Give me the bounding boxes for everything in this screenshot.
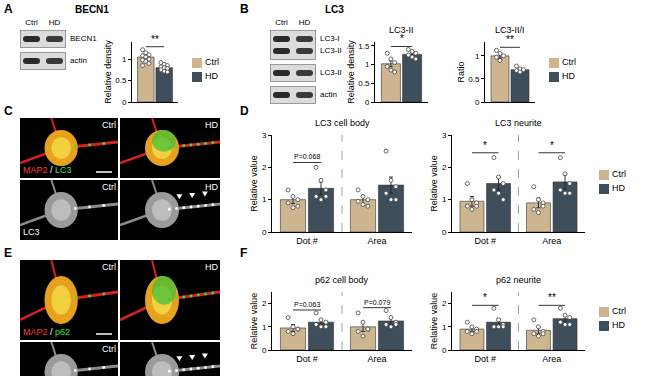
html-text:E: E <box>4 246 12 260</box>
html-text:F: F <box>240 246 248 260</box>
svg-text:LC3 neurite: LC3 neurite <box>495 118 542 128</box>
html-text:C: C <box>4 104 13 118</box>
svg-text:0: 0 <box>442 346 447 355</box>
svg-text:LC3-II: LC3-II <box>389 25 414 35</box>
svg-text:**: ** <box>548 292 556 303</box>
svg-text:Relative value: Relative value <box>249 155 259 212</box>
svg-text:3: 3 <box>262 131 267 140</box>
svg-text:Area: Area <box>542 354 561 364</box>
svg-text:**: ** <box>151 34 159 45</box>
svg-text:3: 3 <box>442 131 447 140</box>
svg-text:2: 2 <box>442 299 447 308</box>
html-text:BECN1: BECN1 <box>75 4 109 15</box>
svg-text:0: 0 <box>365 98 370 107</box>
svg-text:0.5: 0.5 <box>468 75 480 84</box>
html-text:Ctrl: Ctrl <box>102 344 116 354</box>
html-text:B: B <box>240 2 249 16</box>
svg-text:*: * <box>550 140 554 151</box>
svg-text:Dot #: Dot # <box>474 354 496 364</box>
html-text:HD: HD <box>298 18 311 27</box>
svg-text:Relative density: Relative density <box>103 40 113 104</box>
svg-text:2: 2 <box>262 299 267 308</box>
html-text:Ctrl: Ctrl <box>205 57 219 67</box>
html-text:LC3-I: LC3-I <box>320 34 340 43</box>
html-text:actin: actin <box>70 56 87 65</box>
svg-text:*: * <box>483 140 487 151</box>
html-text:Ctrl: Ctrl <box>612 306 626 316</box>
html-text:HD: HD <box>562 71 575 81</box>
html-text:MAP2 / p62: MAP2 / p62 <box>23 327 71 337</box>
html-text:Ctrl: Ctrl <box>102 120 116 130</box>
html-text:HD: HD <box>205 71 218 81</box>
html-text:actin: actin <box>320 90 337 99</box>
svg-text:Relative value: Relative value <box>429 293 439 350</box>
svg-text:0: 0 <box>122 98 127 107</box>
html-text:LC3: LC3 <box>325 4 344 15</box>
svg-text:LC3 cell body: LC3 cell body <box>315 118 370 128</box>
html-text:HD: HD <box>48 18 61 27</box>
html-text:LC3-II: LC3-II <box>320 46 342 55</box>
html-text:HD: HD <box>205 120 218 130</box>
svg-text:1: 1 <box>262 323 267 332</box>
svg-text:0: 0 <box>442 228 447 237</box>
svg-text:*: * <box>483 292 487 303</box>
html-text:LC3: LC3 <box>23 227 40 237</box>
svg-text:Ratio: Ratio <box>456 61 466 82</box>
svg-text:Relative value: Relative value <box>429 155 439 212</box>
html-text:A: A <box>4 2 13 16</box>
svg-text:0.5: 0.5 <box>358 79 370 88</box>
svg-text:1: 1 <box>442 323 447 332</box>
html-text:Ctrl: Ctrl <box>275 18 288 27</box>
svg-text:0.5: 0.5 <box>115 76 127 85</box>
svg-text:Dot #: Dot # <box>296 354 318 364</box>
svg-text:1: 1 <box>442 195 447 204</box>
svg-text:1.5: 1.5 <box>358 42 370 51</box>
html-text:MAP2 / LC3: MAP2 / LC3 <box>23 165 72 175</box>
html-text:HD: HD <box>612 320 625 330</box>
svg-text:1: 1 <box>262 195 267 204</box>
html-text:HD: HD <box>205 182 218 192</box>
svg-text:LC3-II/I: LC3-II/I <box>495 25 525 35</box>
svg-text:p62 neurite: p62 neurite <box>496 275 541 285</box>
svg-text:0: 0 <box>262 228 267 237</box>
svg-text:0: 0 <box>262 346 267 355</box>
svg-text:1: 1 <box>475 52 480 61</box>
html-text:LC3-II: LC3-II <box>320 68 342 77</box>
svg-text:Area: Area <box>367 354 386 364</box>
html-text:Ctrl: Ctrl <box>612 168 626 179</box>
svg-text:P=0.063: P=0.063 <box>294 301 320 308</box>
html-text:BECN1: BECN1 <box>70 34 97 43</box>
html-text:Ctrl: Ctrl <box>562 57 576 67</box>
html-text:Ctrl: Ctrl <box>25 18 38 27</box>
html-text:Ctrl: Ctrl <box>102 262 116 272</box>
svg-text:Area: Area <box>367 236 386 246</box>
svg-text:Area: Area <box>542 236 561 246</box>
svg-text:Relative density: Relative density <box>346 40 356 104</box>
svg-text:1: 1 <box>122 55 127 64</box>
html-text:D: D <box>240 104 249 118</box>
svg-text:P=0.068: P=0.068 <box>294 153 320 160</box>
svg-text:p62 cell body: p62 cell body <box>315 275 369 285</box>
svg-text:2: 2 <box>262 163 267 172</box>
svg-text:Dot #: Dot # <box>474 236 496 246</box>
svg-text:**: ** <box>506 34 514 45</box>
html-text:HD: HD <box>205 262 218 272</box>
html-text:HD: HD <box>612 182 625 193</box>
svg-text:P=0.079: P=0.079 <box>364 299 390 306</box>
html-text:Ctrl: Ctrl <box>102 182 116 192</box>
svg-text:Relative value: Relative value <box>249 293 259 350</box>
svg-text:2: 2 <box>442 163 447 172</box>
svg-text:1: 1 <box>365 60 370 69</box>
svg-text:Dot #: Dot # <box>296 236 318 246</box>
svg-text:0: 0 <box>475 98 480 107</box>
svg-text:*: * <box>400 33 404 44</box>
